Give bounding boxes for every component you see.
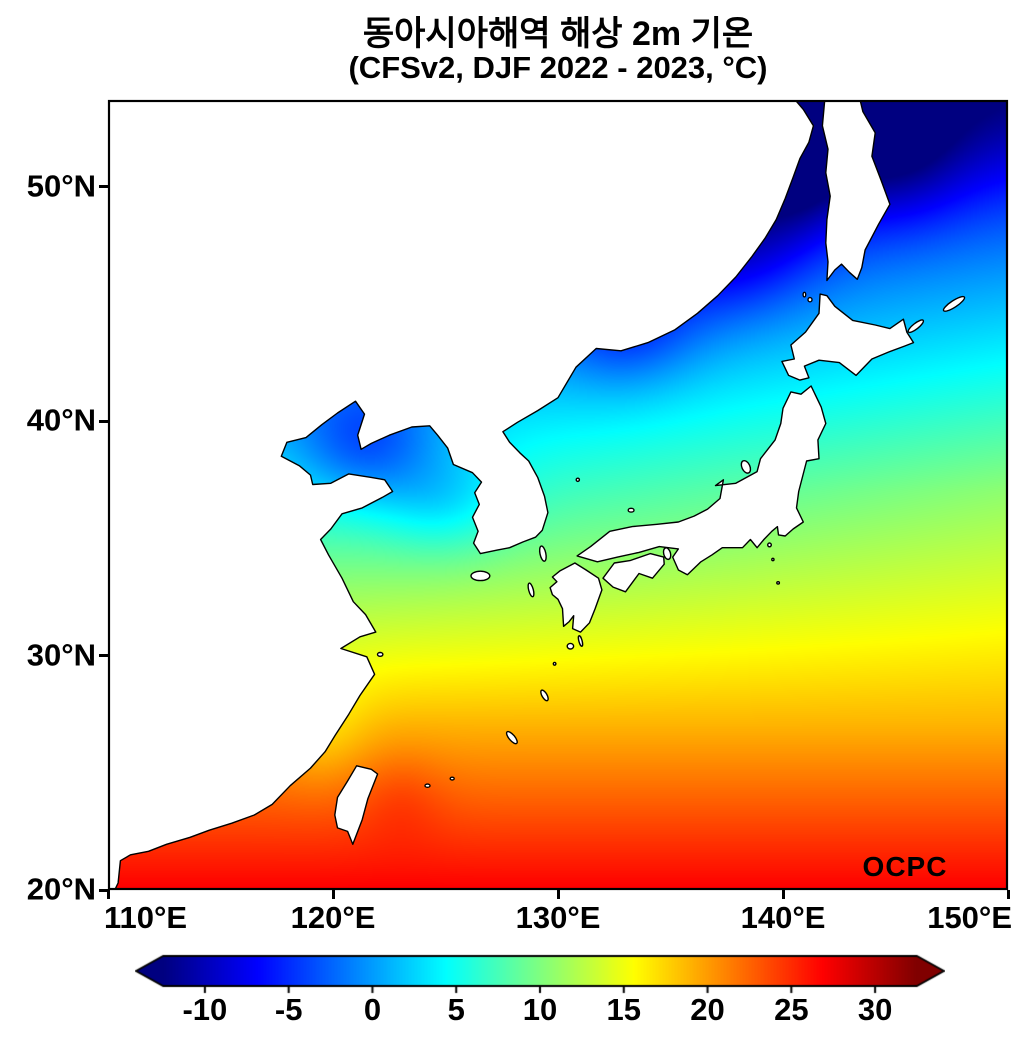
colorbar-tick-label-0: 0	[363, 992, 382, 1027]
island-tanegashima	[577, 635, 584, 647]
island-zhoushan	[376, 651, 384, 657]
x-tick-label-140E: 140°E	[740, 900, 826, 935]
y-tick-label-40N: 40°N	[26, 402, 96, 438]
island-ishigaki	[424, 783, 431, 789]
y-tick-mark-20N	[99, 888, 108, 892]
chart-subtitle: (CFSv2, DJF 2022 - 2023, °C)	[348, 50, 768, 85]
x-tick-label-130E: 130°E	[515, 900, 601, 935]
island-okinawa	[505, 730, 518, 745]
island-iturup	[942, 295, 966, 312]
x-tick-mark-140E	[781, 890, 785, 899]
colorbar-tick-label-15: 15	[606, 992, 642, 1027]
island-goto	[527, 582, 535, 598]
ocpc-watermark: OCPC	[862, 851, 948, 882]
colorbar-tick-label-30: 30	[857, 992, 893, 1027]
land-honshu	[576, 385, 827, 576]
island-tokara	[552, 661, 557, 666]
land-mainland-asia	[108, 100, 815, 890]
island-oki	[627, 507, 635, 513]
y-tick-label-30N: 30°N	[26, 636, 96, 672]
x-tick-mark-110E	[106, 890, 110, 899]
colorbar-tick-label-20: 20	[690, 992, 725, 1027]
y-tick-label-20N: 20°N	[26, 871, 96, 907]
coastline-overlay	[107, 99, 1009, 891]
island-jeju	[470, 570, 491, 582]
colorbar-tick-label-5: 5	[447, 992, 465, 1027]
chart-title: 동아시아해역 해상 2m 기온	[362, 15, 754, 53]
island-hachijojima	[776, 580, 781, 585]
y-tick-label-50N: 50°N	[26, 168, 96, 204]
colorbar-tick-label--5: -5	[274, 992, 303, 1027]
island-amami	[540, 689, 549, 702]
land-shikoku	[602, 552, 665, 593]
x-tick-mark-150E	[1006, 890, 1010, 899]
island-yakushima	[566, 642, 575, 650]
x-tick-mark-120E	[331, 890, 335, 899]
x-tick-mark-130E	[556, 890, 560, 899]
y-tick-mark-50N	[99, 185, 108, 189]
island-kunashir	[907, 319, 925, 334]
land-taiwan	[334, 765, 379, 845]
plot-frame	[107, 99, 1009, 891]
colorbar	[135, 954, 945, 994]
island-ulleungdo	[575, 477, 581, 483]
land-kyushu	[549, 562, 603, 633]
x-tick-label-120E: 120°E	[290, 900, 376, 935]
x-tick-label-110E: 110°E	[104, 900, 188, 935]
land-sakhalin	[821, 100, 891, 282]
island-awaji	[662, 547, 672, 561]
colorbar-tick-label--10: -10	[182, 992, 228, 1027]
island-izu-oshima	[767, 542, 773, 548]
island-tsushima	[538, 545, 547, 562]
colorbar-tick-label-25: 25	[774, 992, 809, 1027]
island-miyako	[449, 776, 455, 781]
island-sado	[740, 459, 752, 474]
island-rishiri	[807, 296, 813, 303]
x-tick-label-150E: 150°E	[927, 900, 1012, 935]
y-tick-mark-30N	[99, 654, 108, 658]
island-miyakejima	[771, 557, 775, 562]
land-hokkaido	[781, 293, 915, 381]
colorbar-tick-label-10: 10	[522, 992, 558, 1027]
y-tick-mark-40N	[99, 419, 108, 423]
island-rebun	[802, 291, 807, 298]
